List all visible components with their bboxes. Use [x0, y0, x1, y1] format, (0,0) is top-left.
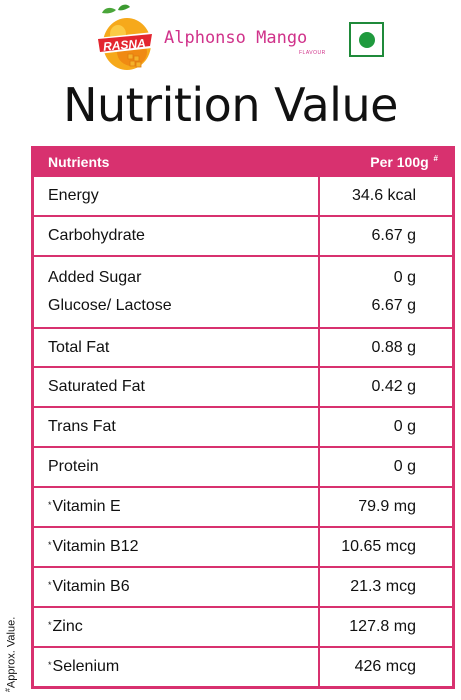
nutrient-name: Trans Fat — [48, 418, 116, 435]
table-row: *Vitamin B6 21.3 mcg — [34, 566, 452, 606]
svg-text:RASNA: RASNA — [103, 36, 147, 54]
nutrient-value: 79.9 mg — [358, 498, 416, 515]
column-divider — [318, 448, 320, 486]
approx-mark: * — [48, 540, 52, 550]
table-row: Energy 34.6 kcal — [34, 175, 452, 215]
table-row: *Vitamin E 79.9 mg — [34, 486, 452, 526]
column-divider — [318, 177, 320, 215]
nutrient-name: Energy — [48, 187, 99, 204]
nutrient-value-line-1: 0 g — [393, 269, 416, 286]
nutrient-name-line-2: Glucose/ Lactose — [48, 297, 172, 314]
table-row: Added Sugar Glucose/ Lactose 0 g 6.67 g — [34, 255, 452, 327]
nutrient-value: 34.6 kcal — [351, 187, 416, 204]
table-row: Total Fat 0.88 g — [34, 327, 452, 366]
column-divider — [318, 257, 320, 327]
brand-logo: RASNA — [94, 4, 156, 74]
table-row: *Zinc 127.8 mg — [34, 606, 452, 646]
approx-mark: * — [48, 660, 52, 670]
nutrient-name: *Vitamin B6 — [48, 578, 130, 595]
nutrient-value: 10.65 mcg — [341, 538, 416, 555]
page-title: Nutrition Value — [63, 78, 398, 132]
table-row: Protein 0 g — [34, 446, 452, 486]
approx-mark: * — [48, 500, 52, 510]
nutrient-name: *Vitamin E — [48, 498, 121, 515]
footnote-mark: # — [5, 688, 12, 692]
nutrient-value: 426 mcg — [354, 658, 416, 675]
column-divider — [318, 217, 320, 255]
table-row: Saturated Fat 0.42 g — [34, 366, 452, 406]
veg-symbol-icon — [349, 22, 384, 57]
nutrient-value: 0 g 6.67 g — [372, 257, 416, 327]
table-row: *Vitamin B12 10.65 mcg — [34, 526, 452, 566]
nutrient-name: Total Fat — [48, 338, 110, 356]
nutrient-name-line-1: Added Sugar — [48, 269, 142, 286]
column-divider — [318, 528, 320, 566]
nutrient-name: *Zinc — [48, 618, 83, 635]
nutrient-name: Protein — [48, 458, 99, 475]
approx-value-footnote: #Approx. Value. — [5, 602, 19, 692]
nutrient-value: 0.42 g — [371, 378, 416, 395]
nutrient-name: *Selenium — [48, 658, 120, 675]
column-divider — [318, 408, 320, 446]
nutrient-name: Saturated Fat — [48, 378, 145, 395]
column-divider — [318, 608, 320, 646]
table-row: Carbohydrate 6.67 g — [34, 215, 452, 255]
mango-logo-icon: RASNA — [96, 4, 154, 70]
veg-dot — [358, 31, 375, 48]
column-divider — [318, 329, 320, 366]
column-divider — [318, 568, 320, 606]
table-header: Nutrients Per 100g # — [34, 149, 452, 175]
nutrient-value: 6.67 g — [371, 227, 416, 244]
nutrient-value: 0 g — [393, 418, 416, 435]
approx-mark: * — [48, 580, 52, 590]
column-divider — [318, 488, 320, 526]
nutrition-table: Nutrients Per 100g # Energy 34.6 kcal Ca… — [31, 146, 455, 689]
nutrient-value-line-2: 6.67 g — [371, 297, 416, 314]
header-nutrients: Nutrients — [48, 154, 110, 170]
product-flavour-label: FLAVOUR — [299, 50, 326, 56]
product-name: Alphonso Mango — [164, 28, 308, 48]
header-per-label: Per 100g — [370, 154, 429, 170]
nutrient-name: Carbohydrate — [48, 227, 145, 244]
header-per-mark: # — [433, 154, 438, 163]
nutrient-value: 127.8 mg — [349, 618, 416, 635]
column-divider — [318, 368, 320, 406]
table-row: Trans Fat 0 g — [34, 406, 452, 446]
nutrient-value: 0.88 g — [371, 338, 416, 356]
nutrient-name: *Vitamin B12 — [48, 538, 139, 555]
column-divider — [318, 648, 320, 686]
header-per-100g: Per 100g # — [370, 154, 438, 170]
table-row: *Selenium 426 mcg — [34, 646, 452, 686]
footnote-text: Approx. Value. — [5, 616, 18, 689]
nutrient-value: 21.3 mcg — [350, 578, 416, 595]
approx-mark: * — [48, 620, 52, 630]
nutrient-value: 0 g — [393, 458, 416, 475]
nutrient-name: Added Sugar Glucose/ Lactose — [48, 257, 172, 327]
